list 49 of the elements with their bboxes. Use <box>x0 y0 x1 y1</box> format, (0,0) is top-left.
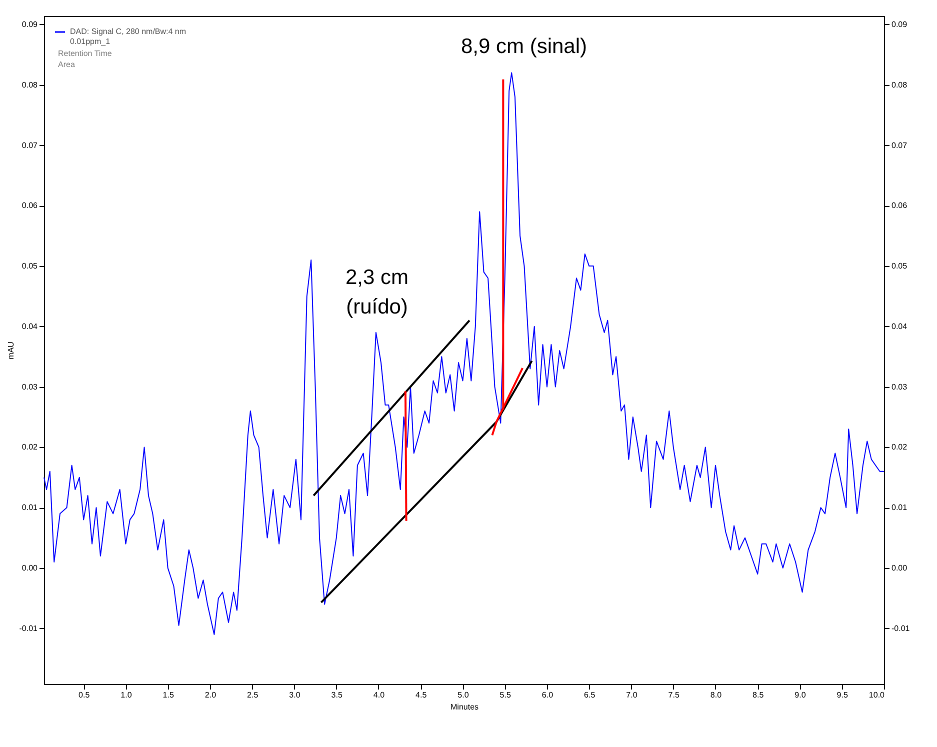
y-tick-label: 0.08 <box>22 80 38 90</box>
x-tick-label: 5.5 <box>500 690 512 700</box>
y2-tick-label: 0.01 <box>892 503 908 512</box>
y2-tick-label: 0.00 <box>892 564 908 573</box>
x-tick-label: 9.5 <box>836 690 848 700</box>
x-tick-label: 9.0 <box>794 690 806 700</box>
y-tick-label: 0.09 <box>22 20 38 29</box>
y-tick-label: 0.00 <box>22 564 38 573</box>
x-tick-label: 6.0 <box>542 690 554 700</box>
y2-tick-label: -0.01 <box>892 624 910 633</box>
x-tick-label: 4.0 <box>373 690 386 700</box>
y2-tick-label: 0.09 <box>892 20 908 29</box>
y-tick-label: 0.02 <box>22 442 38 452</box>
x-tick-label: 0.5 <box>78 690 90 700</box>
y2-tick-label: 0.02 <box>892 442 908 452</box>
y-tick-label: 0.01 <box>22 503 38 512</box>
x-tick-label: 3.0 <box>289 690 301 700</box>
x-tick-label: 8.0 <box>710 690 722 700</box>
legend-label: DAD: Signal C, 280 nm/Bw:4 nm 0.01ppm_1 <box>70 27 186 46</box>
x-tick-label: 6.5 <box>584 690 596 700</box>
y2-tick-label: 0.07 <box>892 140 908 150</box>
y2-tick-label: 0.03 <box>892 382 908 392</box>
annotation: 8,9 cm (sinal) <box>460 35 588 58</box>
y2-tick-label: 0.05 <box>892 262 908 271</box>
y-axis-title: mAU <box>6 341 16 360</box>
x-tick-label: 7.5 <box>668 690 680 700</box>
x-tick-label: 1.0 <box>120 690 132 700</box>
y-tick-label: 0.06 <box>22 201 38 210</box>
x-tick-label: 2.0 <box>204 690 217 700</box>
y2-tick-label: 0.08 <box>892 80 908 90</box>
annotation: Retention Time <box>58 49 112 58</box>
y-tick-label: 0.03 <box>22 382 38 392</box>
y-tick-label: 0.04 <box>22 322 38 331</box>
y2-tick-label: 0.04 <box>892 322 908 331</box>
annotation: Area <box>58 60 76 69</box>
x-tick-label: 1.5 <box>162 690 174 700</box>
annotation: 2,3 cm (ruído) <box>345 266 409 318</box>
y-tick-label: -0.01 <box>19 624 38 633</box>
x-tick-label: 4.5 <box>416 690 428 700</box>
x-tick-label: 5.0 <box>458 690 470 700</box>
y-tick-label: 0.07 <box>22 140 38 150</box>
x-tick-label: 10.0 <box>868 690 886 700</box>
y2-tick-label: 0.06 <box>892 201 908 210</box>
x-axis-title: Minutes <box>450 702 479 712</box>
x-tick-label: 7.0 <box>626 690 638 700</box>
x-tick-label: 3.5 <box>331 690 343 700</box>
x-tick-label: 8.5 <box>752 690 764 700</box>
y-tick-label: 0.05 <box>22 262 38 271</box>
x-tick-label: 2.5 <box>247 690 259 700</box>
